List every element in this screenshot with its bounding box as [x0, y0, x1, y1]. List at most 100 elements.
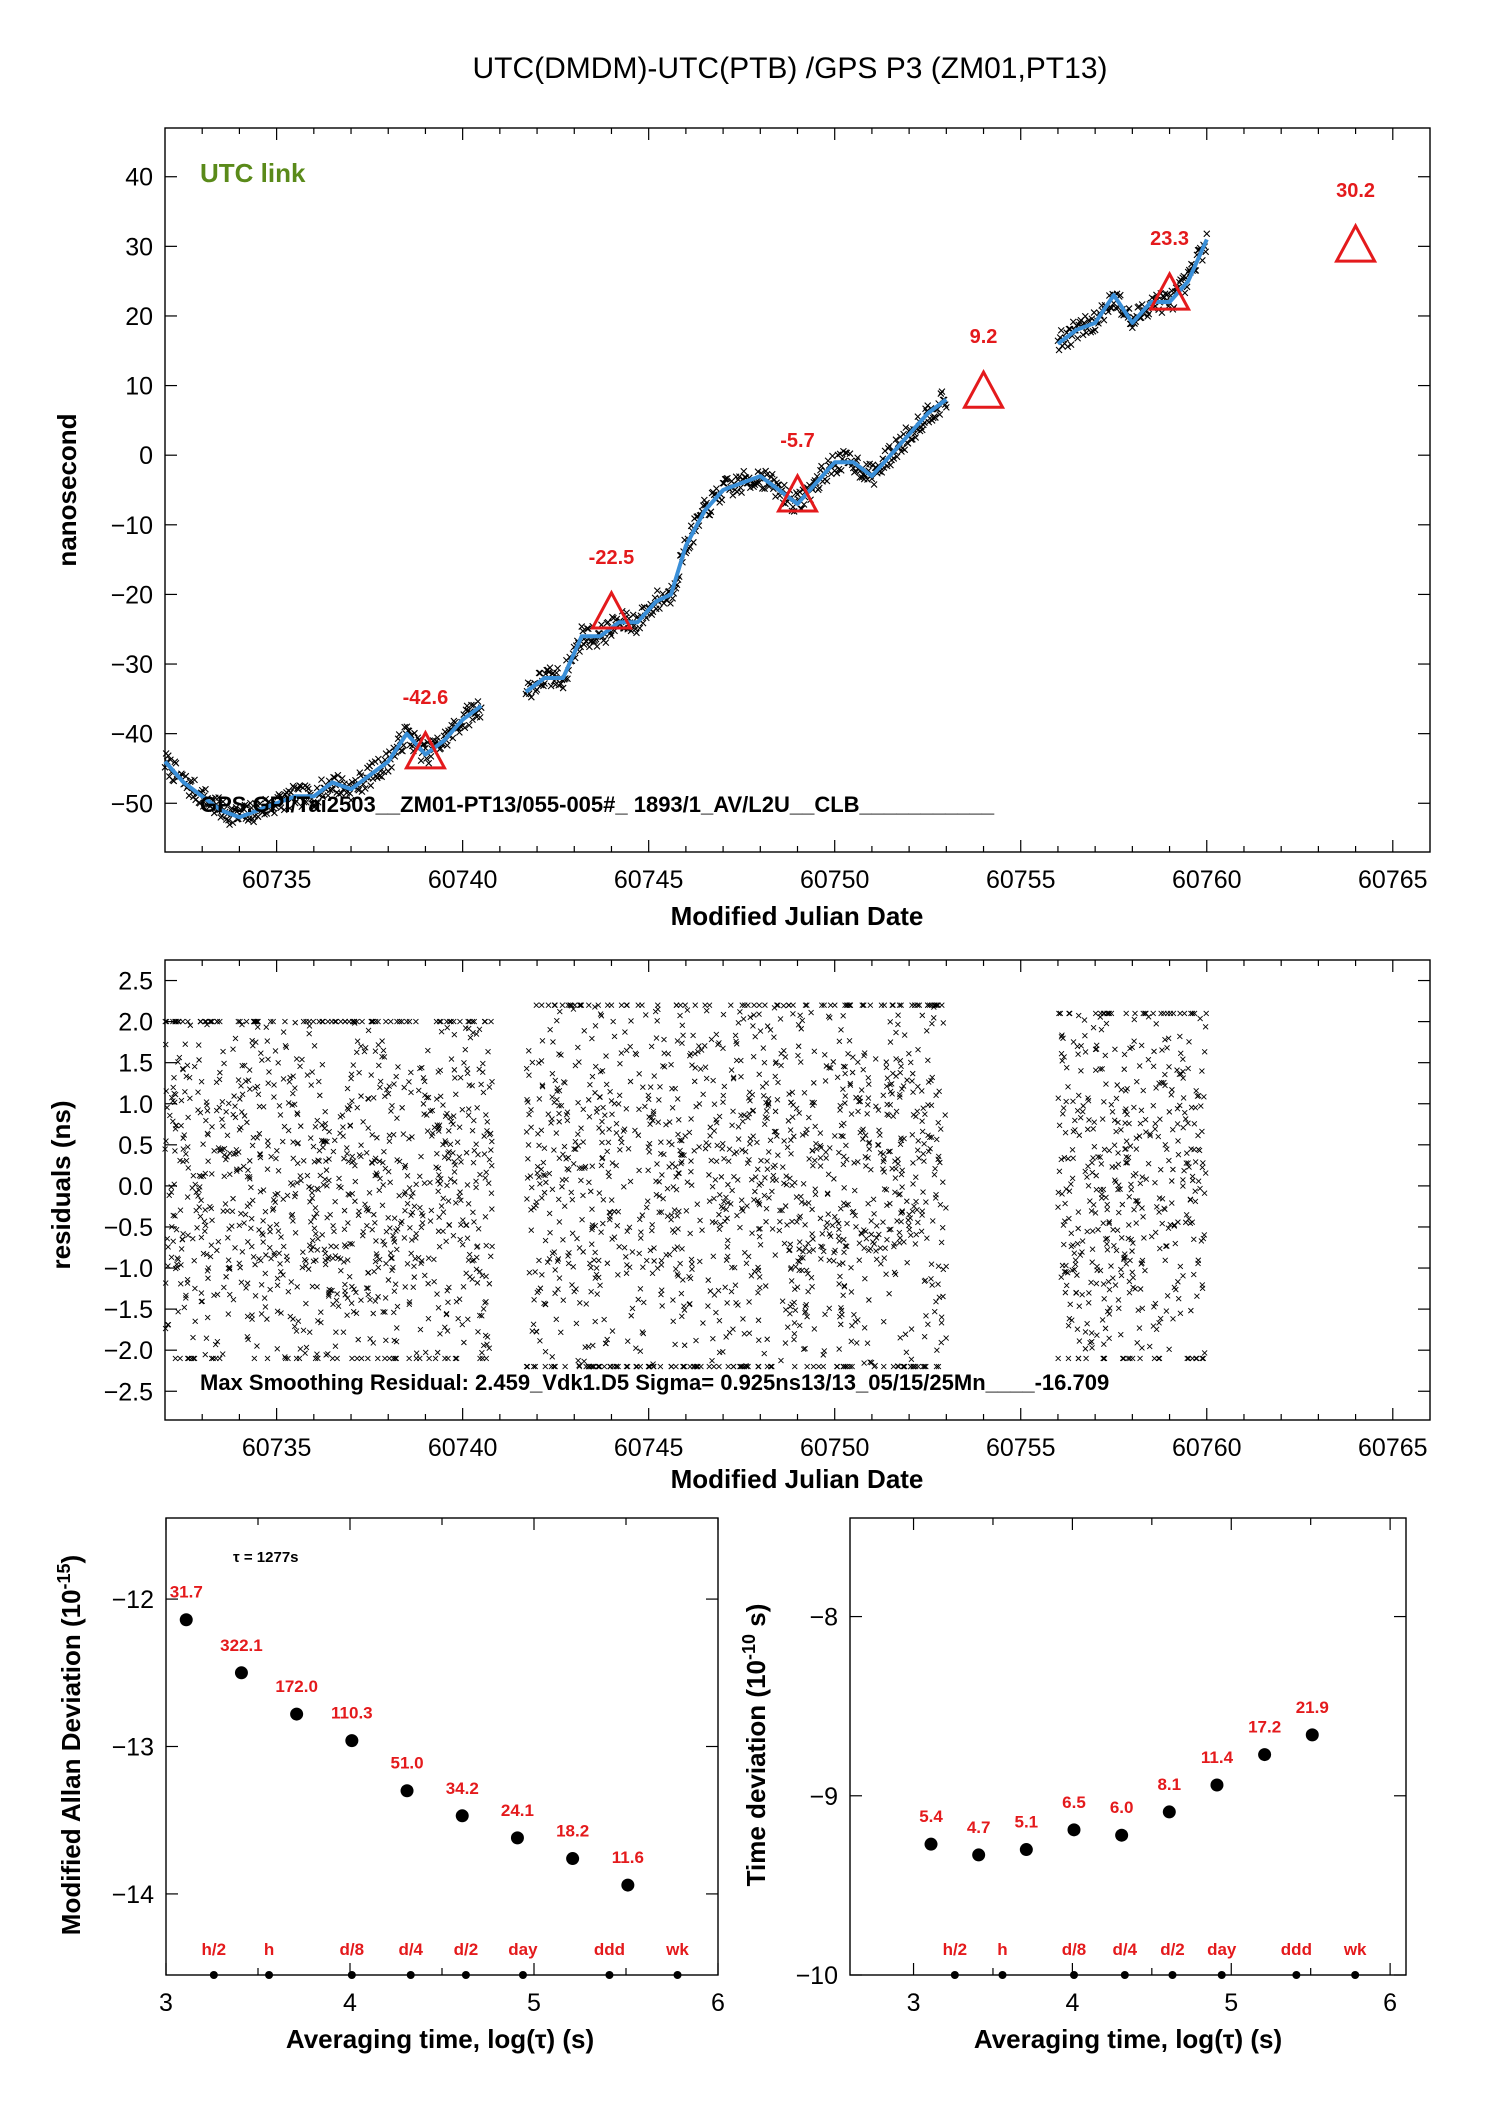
residual-point	[196, 1172, 203, 1179]
residual-point	[170, 1212, 177, 1219]
residual-point	[370, 1340, 377, 1346]
top-smoothed-series	[163, 238, 1209, 820]
residual-point	[368, 1018, 375, 1025]
residual-point	[344, 1312, 350, 1318]
residual-point	[622, 1029, 628, 1035]
tdev-interval-dot	[998, 1971, 1007, 1979]
residual-point	[592, 1022, 599, 1029]
residual-point	[178, 1262, 184, 1268]
raw-data-point	[1112, 304, 1120, 312]
residual-point	[661, 1036, 667, 1043]
residual-point	[393, 1325, 400, 1331]
residual-point	[379, 1202, 386, 1209]
residual-point	[170, 1098, 176, 1104]
residual-point	[451, 1169, 458, 1175]
residual-point	[923, 1199, 929, 1205]
residual-point	[568, 1189, 575, 1196]
mdev-interval-label: d/2	[454, 1940, 479, 1959]
raw-data-point	[406, 741, 414, 749]
residual-point	[794, 1219, 800, 1225]
residual-point	[376, 1187, 383, 1194]
residual-point	[458, 1222, 464, 1228]
residual-point	[257, 1188, 264, 1195]
residual-point	[688, 1168, 694, 1175]
residual-point	[186, 1074, 193, 1081]
residual-point	[1106, 1305, 1113, 1311]
residual-point	[370, 1018, 376, 1025]
raw-data-point	[411, 729, 418, 737]
raw-data-point	[312, 799, 320, 807]
residual-point	[248, 1184, 254, 1191]
residual-point	[675, 1131, 681, 1138]
residual-point	[678, 1159, 685, 1165]
residual-point	[199, 1298, 206, 1305]
residual-point	[1152, 1179, 1158, 1186]
residual-point	[440, 1228, 446, 1235]
residual-point	[465, 1106, 472, 1112]
residual-point	[687, 1050, 694, 1057]
residual-point	[471, 1018, 478, 1025]
top-y-tick-label: 0	[139, 442, 153, 470]
residual-point	[575, 1044, 581, 1051]
residual-point	[393, 1246, 400, 1253]
residual-point	[728, 1067, 735, 1073]
residual-point	[221, 1173, 228, 1180]
raw-data-point	[434, 734, 441, 742]
residual-point	[750, 1023, 756, 1029]
residual-point	[600, 1104, 606, 1111]
residual-point	[1093, 1280, 1100, 1287]
residual-point	[606, 1209, 613, 1215]
residual-point	[916, 1155, 922, 1161]
residual-point	[1081, 1017, 1088, 1023]
residual-point	[484, 1119, 491, 1125]
residual-point	[436, 1122, 443, 1129]
residual-point	[183, 1157, 190, 1164]
residual-point	[668, 1212, 675, 1218]
residual-point	[723, 1206, 730, 1213]
residual-point	[756, 1182, 763, 1188]
middle-y-tick-label: −0.5	[104, 1214, 153, 1242]
residual-point	[450, 1113, 457, 1119]
residual-point	[864, 1110, 871, 1117]
tdev-point-label: 17.2	[1248, 1718, 1281, 1737]
residual-point	[1129, 1355, 1136, 1362]
residual-point	[470, 1117, 477, 1124]
residual-point	[228, 1223, 235, 1230]
residual-point	[407, 1225, 413, 1231]
residual-point	[326, 1156, 332, 1162]
residual-point	[469, 1127, 476, 1134]
mdev-x-tick-label: 4	[343, 1989, 357, 2017]
residual-point	[580, 1249, 587, 1255]
raw-data-point	[167, 756, 174, 764]
residual-point	[821, 1052, 828, 1058]
residual-point	[203, 1117, 209, 1124]
residual-point	[856, 1098, 862, 1105]
residual-point	[474, 1280, 481, 1286]
raw-data-point	[1079, 331, 1087, 339]
residual-point	[192, 1318, 199, 1325]
residual-point	[450, 1232, 457, 1239]
residual-point	[1065, 1322, 1072, 1329]
residual-point	[795, 1258, 801, 1264]
residual-point	[925, 1321, 931, 1328]
residual-point	[171, 1074, 177, 1081]
residual-point	[1058, 1274, 1065, 1281]
tdev-y-tick-label: −9	[809, 1783, 838, 1811]
middle-y-tick-label: 0.5	[118, 1132, 153, 1160]
residual-point	[715, 1041, 721, 1048]
raw-data-point	[366, 762, 374, 770]
residual-point	[295, 1318, 302, 1324]
residual-point	[180, 1146, 187, 1152]
residual-point	[931, 1002, 938, 1008]
residual-point	[781, 1240, 788, 1247]
residual-point	[799, 1017, 806, 1024]
residual-point	[1125, 1154, 1132, 1161]
mdev-y-ticks: −12−13−14	[112, 1586, 718, 1909]
residual-point	[764, 1023, 771, 1029]
residual-point	[935, 1119, 942, 1126]
residual-point	[324, 1182, 330, 1189]
residual-point	[539, 1083, 546, 1090]
residual-point	[928, 1077, 934, 1084]
raw-data-point	[761, 485, 768, 493]
residual-point	[1112, 1282, 1119, 1288]
